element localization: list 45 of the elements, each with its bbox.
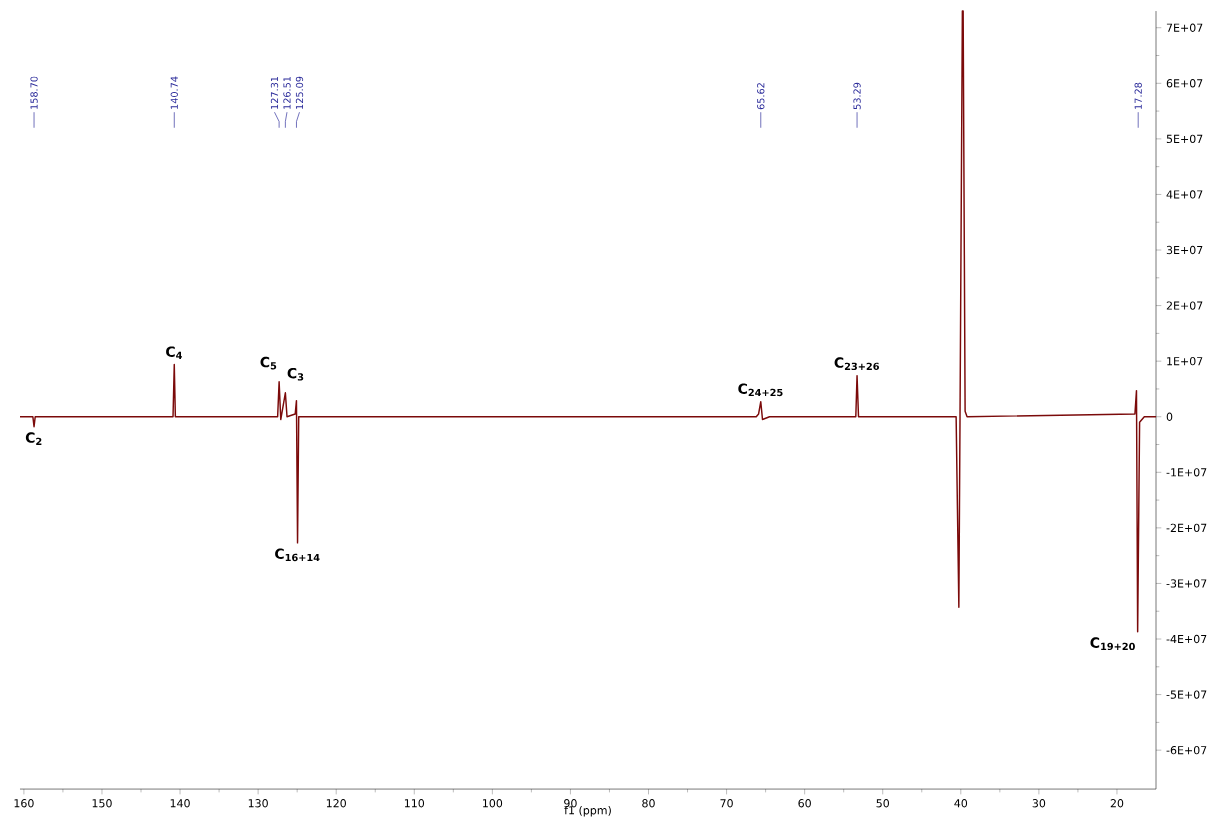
annotation: C$_{23+26}$ xyxy=(834,357,879,371)
y-tick-label: 1E+07 xyxy=(1167,356,1203,366)
annotation: 127.31 xyxy=(270,76,279,109)
annotation: C$_{19+20}$ xyxy=(1090,637,1135,651)
y-tick-label: -4E+07 xyxy=(1166,634,1207,644)
y-tick-label: -2E+07 xyxy=(1166,523,1207,533)
annotation: 140.74 xyxy=(170,76,178,109)
annotation: C$_{24+25}$ xyxy=(738,383,783,397)
y-tick-label: 5E+07 xyxy=(1166,134,1203,144)
x-tick-label: 80 xyxy=(642,799,655,808)
x-tick-label: 130 xyxy=(248,799,268,808)
y-tick-label: -3E+07 xyxy=(1166,579,1207,588)
annotation: C$_{3}$ xyxy=(287,367,304,381)
x-tick-label: 110 xyxy=(404,799,425,808)
y-tick-label: 6E+07 xyxy=(1166,79,1203,88)
y-tick-label: -6E+07 xyxy=(1166,745,1207,755)
x-tick-label: 70 xyxy=(720,799,733,808)
annotation: 158.70 xyxy=(30,76,38,109)
annotation: C$_{2}$ xyxy=(25,432,42,445)
x-tick-label: 140 xyxy=(170,799,190,808)
x-tick-label: 160 xyxy=(14,799,34,808)
annotation: 126.51 xyxy=(283,76,291,109)
annotation: 125.09 xyxy=(295,76,304,109)
y-tick-label: 7E+07 xyxy=(1166,23,1203,32)
y-tick-label: 3E+07 xyxy=(1166,245,1203,255)
line-series xyxy=(19,10,1157,633)
x-tick-label: 40 xyxy=(954,799,968,808)
y-tick-label: 2E+07 xyxy=(1166,301,1203,310)
y-tick-label: -5E+07 xyxy=(1166,690,1207,699)
x-tick-label: 60 xyxy=(798,799,811,808)
y-tick-label: 0 xyxy=(1166,412,1173,421)
annotation: 17.28 xyxy=(1134,82,1142,109)
x-tick-label: 120 xyxy=(326,799,346,808)
x-tick-label: 100 xyxy=(483,799,503,808)
annotation: 65.62 xyxy=(757,83,765,110)
y-tick-label: -1E+07 xyxy=(1166,468,1207,477)
y-tick-label: 4E+07 xyxy=(1166,190,1203,199)
annotation: C$_{16+14}$ xyxy=(275,548,320,562)
x-tick-label: 20 xyxy=(1110,799,1124,808)
annotation: 53.29 xyxy=(853,82,861,110)
annotation: C$_{4}$ xyxy=(166,346,183,359)
annotation: C$_{5}$ xyxy=(260,356,277,370)
x-tick-label: 50 xyxy=(876,799,889,808)
x-tick-label: 150 xyxy=(92,799,112,808)
x-tick-label: 30 xyxy=(1032,799,1046,808)
